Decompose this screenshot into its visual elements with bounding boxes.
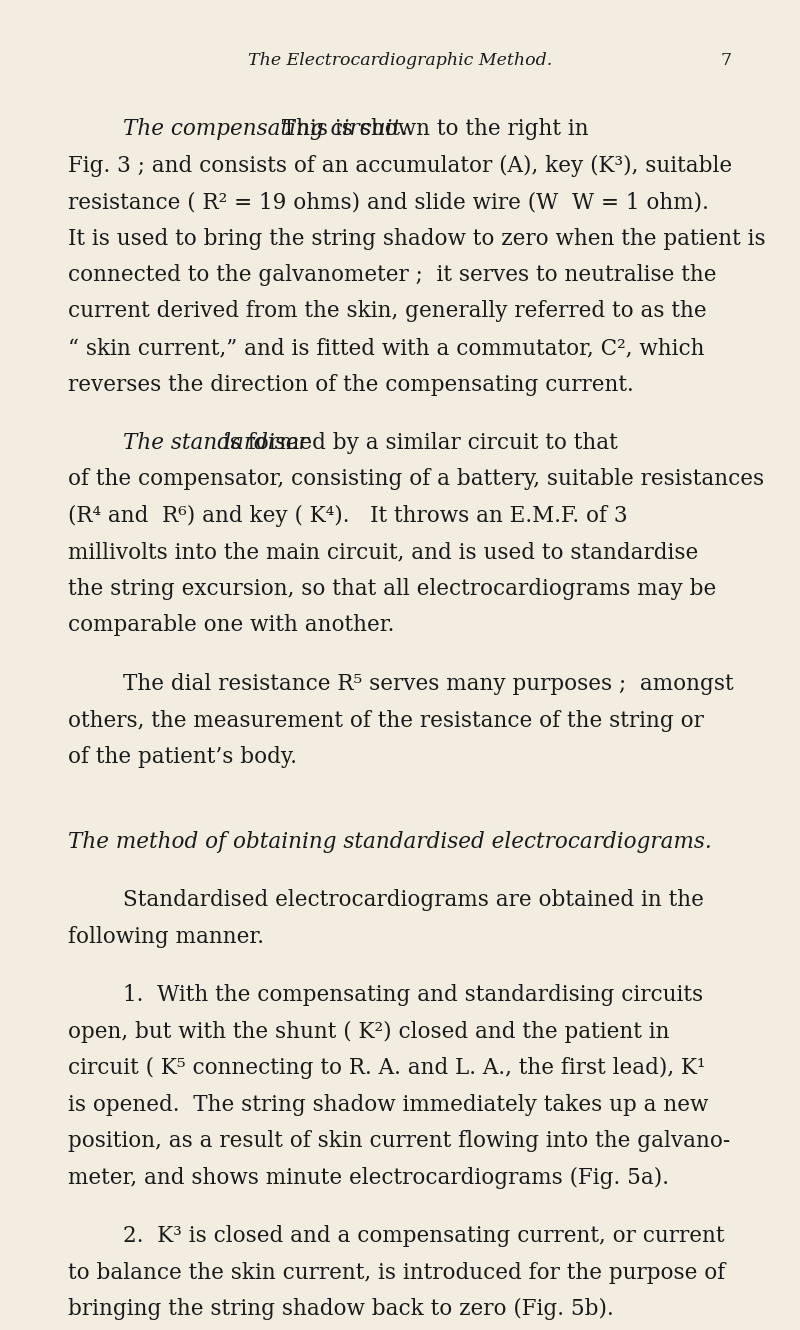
- Text: comparable one with another.: comparable one with another.: [68, 614, 394, 637]
- Text: Standardised electrocardiograms are obtained in the: Standardised electrocardiograms are obta…: [123, 890, 704, 911]
- Text: This is shown to the right in: This is shown to the right in: [268, 118, 589, 140]
- Text: position, as a result of skin current flowing into the galvano-: position, as a result of skin current fl…: [68, 1130, 730, 1152]
- Text: is opened.  The string shadow immediately takes up a new: is opened. The string shadow immediately…: [68, 1093, 708, 1116]
- Text: resistance ( R² = 19 ohms) and slide wire (W  W = 1 ohm).: resistance ( R² = 19 ohms) and slide wir…: [68, 192, 709, 213]
- Text: others, the measurement of the resistance of the string or: others, the measurement of the resistanc…: [68, 709, 704, 732]
- Text: to balance the skin current, is introduced for the purpose of: to balance the skin current, is introduc…: [68, 1262, 726, 1283]
- Text: current derived from the skin, generally referred to as the: current derived from the skin, generally…: [68, 301, 706, 322]
- Text: The Electrocardiographic Method.: The Electrocardiographic Method.: [248, 52, 552, 69]
- Text: circuit ( K⁵ connecting to R. A. and L. A., the first lead), K¹: circuit ( K⁵ connecting to R. A. and L. …: [68, 1057, 706, 1080]
- Text: the string excursion, so that all electrocardiograms may be: the string excursion, so that all electr…: [68, 579, 716, 600]
- Text: millivolts into the main circuit, and is used to standardise: millivolts into the main circuit, and is…: [68, 541, 698, 564]
- Text: reverses the direction of the compensating current.: reverses the direction of the compensati…: [68, 374, 634, 395]
- Text: meter, and shows minute electrocardiograms (Fig. 5a).: meter, and shows minute electrocardiogra…: [68, 1166, 669, 1189]
- Text: following manner.: following manner.: [68, 926, 264, 948]
- Text: “ skin current,” and is fitted with a commutator, C², which: “ skin current,” and is fitted with a co…: [68, 336, 705, 359]
- Text: 7: 7: [721, 52, 732, 69]
- Text: The standardiser: The standardiser: [123, 432, 309, 454]
- Text: It is used to bring the string shadow to zero when the patient is: It is used to bring the string shadow to…: [68, 227, 766, 250]
- Text: 1.  With the compensating and standardising circuits: 1. With the compensating and standardisi…: [123, 984, 703, 1007]
- Text: (R⁴ and  R⁶) and key ( K⁴).   It throws an E.M.F. of 3: (R⁴ and R⁶) and key ( K⁴). It throws an …: [68, 505, 628, 527]
- Text: bringing the string shadow back to zero (Fig. 5b).: bringing the string shadow back to zero …: [68, 1298, 614, 1321]
- Text: is formed by a similar circuit to that: is formed by a similar circuit to that: [216, 432, 618, 454]
- Text: 2.  K³ is closed and a compensating current, or current: 2. K³ is closed and a compensating curre…: [123, 1225, 725, 1248]
- Text: of the compensator, consisting of a battery, suitable resistances: of the compensator, consisting of a batt…: [68, 468, 764, 491]
- Text: Fig. 3 ; and consists of an accumulator (A), key (K³), suitable: Fig. 3 ; and consists of an accumulator …: [68, 154, 732, 177]
- Text: The method of obtaining standardised electrocardiograms.: The method of obtaining standardised ele…: [68, 831, 712, 853]
- Text: of the patient’s body.: of the patient’s body.: [68, 746, 297, 767]
- Text: open, but with the shunt ( K²) closed and the patient in: open, but with the shunt ( K²) closed an…: [68, 1021, 670, 1043]
- Text: connected to the galvanometer ;  it serves to neutralise the: connected to the galvanometer ; it serve…: [68, 263, 717, 286]
- Text: The dial resistance R⁵ serves many purposes ;  amongst: The dial resistance R⁵ serves many purpo…: [123, 673, 734, 696]
- Text: The compensating circuit.: The compensating circuit.: [123, 118, 408, 140]
